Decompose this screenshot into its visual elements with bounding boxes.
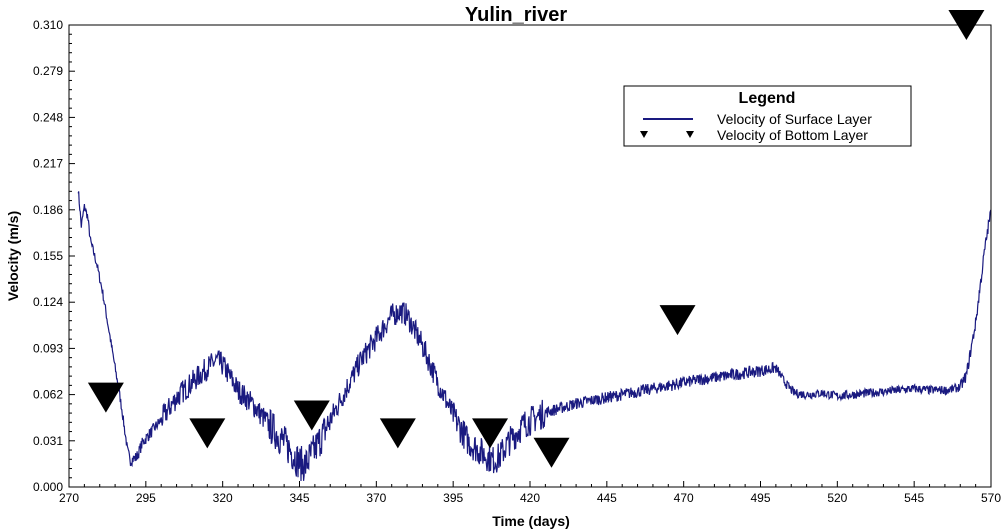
bottom-layer-marker bbox=[379, 418, 416, 449]
bottom-layer-marker bbox=[189, 418, 226, 449]
bottom-layer-marker bbox=[293, 400, 330, 431]
y-tick-label: 0.124 bbox=[33, 295, 63, 309]
y-tick-label: 0.155 bbox=[33, 249, 63, 263]
surface-layer-series-line bbox=[77, 191, 992, 482]
y-tick-label: 0.217 bbox=[33, 157, 63, 171]
chart-title: Yulin_river bbox=[465, 4, 567, 26]
x-tick-label: 270 bbox=[59, 491, 79, 505]
y-axis-label: Velocity (m/s) bbox=[5, 211, 21, 301]
x-tick-label: 370 bbox=[366, 491, 386, 505]
x-tick-label: 320 bbox=[213, 491, 233, 505]
plot-frame bbox=[68, 24, 992, 488]
y-tick-label: 0.000 bbox=[33, 480, 63, 494]
y-tick-label: 0.093 bbox=[33, 341, 63, 355]
x-tick-label: 395 bbox=[443, 491, 463, 505]
legend: Legend Velocity of Surface Layer Velocit… bbox=[623, 85, 912, 147]
y-tick-label: 0.186 bbox=[33, 203, 63, 217]
legend-bottom-label: Velocity of Bottom Layer bbox=[717, 127, 868, 143]
y-tick-label: 0.248 bbox=[33, 110, 63, 124]
plot-marks bbox=[77, 10, 992, 482]
y-tick-label: 0.310 bbox=[33, 18, 63, 32]
bottom-layer-marker bbox=[659, 305, 696, 336]
x-tick-label: 545 bbox=[904, 491, 924, 505]
legend-surface-label: Velocity of Surface Layer bbox=[717, 111, 872, 127]
axis-ticks: 270 295 320 345 370 395 420 445 470 495 520 545 570 0… bbox=[33, 18, 1001, 505]
x-tick-label: 445 bbox=[597, 491, 617, 505]
bottom-layer-marker bbox=[472, 418, 509, 449]
x-tick-label: 295 bbox=[136, 491, 156, 505]
x-tick-label: 520 bbox=[827, 491, 847, 505]
x-axis-label: Time (days) bbox=[492, 513, 570, 529]
x-tick-label: 495 bbox=[750, 491, 770, 505]
y-tick-label: 0.062 bbox=[33, 388, 63, 402]
bottom-layer-marker bbox=[87, 382, 124, 413]
legend-box bbox=[623, 85, 912, 147]
legend-bottom-marker-2 bbox=[686, 131, 694, 138]
bottom-layer-marker bbox=[533, 437, 570, 468]
legend-bottom-marker-1 bbox=[640, 131, 648, 138]
y-tick-label: 0.279 bbox=[33, 64, 63, 78]
legend-title: Legend bbox=[739, 90, 796, 107]
x-tick-label: 470 bbox=[674, 491, 694, 505]
x-tick-label: 345 bbox=[289, 491, 309, 505]
x-tick-label: 570 bbox=[981, 491, 1001, 505]
y-tick-label: 0.031 bbox=[33, 434, 63, 448]
x-tick-label: 420 bbox=[520, 491, 540, 505]
